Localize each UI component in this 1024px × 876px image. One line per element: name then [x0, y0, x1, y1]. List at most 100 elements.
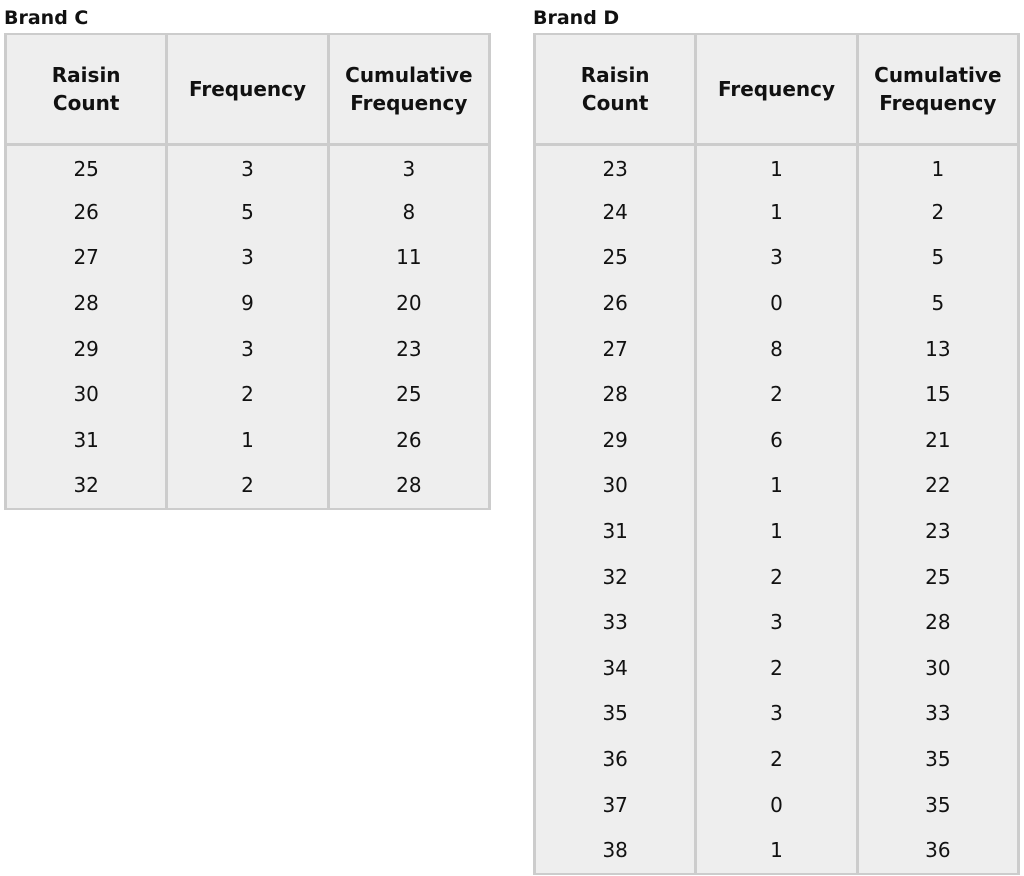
- table-row: 35 3 33: [532, 691, 1021, 738]
- table-row: 25 3 3: [3, 144, 492, 191]
- cell-cumulative-frequency: 33: [855, 691, 1021, 738]
- cell-raisin-count: 28: [532, 372, 698, 419]
- cell-frequency: 3: [694, 235, 859, 282]
- cell-raisin-count: 30: [3, 372, 169, 419]
- table-row: 36 2 35: [532, 737, 1021, 783]
- table-row: 28 9 20: [3, 281, 492, 327]
- cell-raisin-count: 31: [3, 418, 169, 464]
- cell-raisin-count: 27: [532, 326, 698, 373]
- header-frequency: Frequency: [694, 34, 859, 146]
- cell-cumulative-frequency: 11: [326, 235, 492, 282]
- header-cumulative-frequency: Cumulative Frequency: [326, 34, 492, 146]
- cell-frequency: 1: [165, 418, 330, 464]
- cell-cumulative-frequency: 5: [855, 235, 1021, 282]
- cell-raisin-count: 23: [532, 144, 698, 191]
- table-row: 31 1 23: [532, 509, 1021, 555]
- cell-cumulative-frequency: 5: [855, 281, 1021, 327]
- cell-cumulative-frequency: 13: [855, 326, 1021, 373]
- cell-raisin-count: 37: [532, 782, 698, 829]
- cell-cumulative-frequency: 35: [855, 737, 1021, 783]
- cell-cumulative-frequency: 2: [855, 190, 1021, 236]
- cell-frequency: 5: [165, 190, 330, 236]
- header-row: Raisin Count Frequency Cumulative Frequenc…: [532, 34, 1021, 146]
- cell-raisin-count: 31: [532, 509, 698, 555]
- cell-raisin-count: 26: [532, 281, 698, 327]
- cell-raisin-count: 35: [532, 691, 698, 738]
- cell-frequency: 8: [694, 326, 859, 373]
- cell-frequency: 2: [694, 646, 859, 692]
- table-row: 23 1 1: [532, 144, 1021, 191]
- header-raisin-count: Raisin Count: [532, 34, 698, 146]
- brand-d-section: Brand D Raisin Count Frequency Cumulative…: [532, 0, 1021, 875]
- cell-cumulative-frequency: 26: [326, 418, 492, 464]
- cell-frequency: 3: [694, 600, 859, 647]
- table-row: 27 8 13: [532, 326, 1021, 373]
- cell-cumulative-frequency: 28: [855, 600, 1021, 647]
- table-row: 37 0 35: [532, 782, 1021, 829]
- table-row: 34 2 30: [532, 646, 1021, 692]
- cell-raisin-count: 27: [3, 235, 169, 282]
- table-row: 33 3 28: [532, 600, 1021, 647]
- cell-frequency: 2: [165, 372, 330, 419]
- cell-frequency: 3: [165, 235, 330, 282]
- table-row: 25 3 5: [532, 235, 1021, 282]
- cell-raisin-count: 25: [3, 144, 169, 191]
- cell-raisin-count: 32: [3, 463, 169, 510]
- table-row: 30 1 22: [532, 463, 1021, 510]
- cell-frequency: 9: [165, 281, 330, 327]
- cell-raisin-count: 26: [3, 190, 169, 236]
- cell-cumulative-frequency: 15: [855, 372, 1021, 419]
- cell-cumulative-frequency: 8: [326, 190, 492, 236]
- brand-c-table: Raisin Count Frequency Cumulative Frequenc…: [3, 33, 492, 511]
- brand-d-table: Raisin Count Frequency Cumulative Frequenc…: [532, 33, 1021, 875]
- cell-raisin-count: 29: [3, 326, 169, 373]
- table-row: 32 2 25: [532, 554, 1021, 601]
- table-row: 32 2 28: [3, 463, 492, 510]
- cell-frequency: 2: [165, 463, 330, 510]
- cell-cumulative-frequency: 25: [326, 372, 492, 419]
- cell-raisin-count: 38: [532, 828, 698, 874]
- cell-frequency: 3: [694, 691, 859, 738]
- cell-frequency: 1: [694, 144, 859, 191]
- cell-raisin-count: 34: [532, 646, 698, 692]
- cell-raisin-count: 36: [532, 737, 698, 783]
- cell-cumulative-frequency: 23: [855, 509, 1021, 555]
- cell-frequency: 3: [165, 144, 330, 191]
- header-raisin-count: Raisin Count: [3, 34, 169, 146]
- cell-frequency: 2: [694, 554, 859, 601]
- cell-cumulative-frequency: 23: [326, 326, 492, 373]
- cell-frequency: 1: [694, 463, 859, 510]
- cell-frequency: 1: [694, 828, 859, 874]
- cell-cumulative-frequency: 30: [855, 646, 1021, 692]
- cell-cumulative-frequency: 20: [326, 281, 492, 327]
- table-row: 38 1 36: [532, 828, 1021, 874]
- cell-frequency: 6: [694, 418, 859, 464]
- table-row: 26 0 5: [532, 281, 1021, 327]
- cell-cumulative-frequency: 35: [855, 782, 1021, 829]
- table-row: 26 5 8: [3, 190, 492, 236]
- brand-c-title: Brand C: [4, 7, 89, 29]
- table-row: 30 2 25: [3, 372, 492, 419]
- cell-frequency: 1: [694, 509, 859, 555]
- table-row: 27 3 11: [3, 235, 492, 282]
- cell-cumulative-frequency: 28: [326, 463, 492, 510]
- cell-frequency: 2: [694, 737, 859, 783]
- cell-cumulative-frequency: 3: [326, 144, 492, 191]
- table-row: 24 1 2: [532, 190, 1021, 236]
- table-row: 31 1 26: [3, 418, 492, 464]
- cell-frequency: 1: [694, 190, 859, 236]
- header-frequency: Frequency: [165, 34, 330, 146]
- header-row: Raisin Count Frequency Cumulative Frequenc…: [3, 34, 492, 146]
- table-row: 29 6 21: [532, 418, 1021, 464]
- cell-raisin-count: 25: [532, 235, 698, 282]
- cell-cumulative-frequency: 1: [855, 144, 1021, 191]
- header-cumulative-frequency: Cumulative Frequency: [855, 34, 1021, 146]
- table-row: 28 2 15: [532, 372, 1021, 419]
- cell-cumulative-frequency: 21: [855, 418, 1021, 464]
- cell-raisin-count: 28: [3, 281, 169, 327]
- table-row: 29 3 23: [3, 326, 492, 373]
- cell-cumulative-frequency: 25: [855, 554, 1021, 601]
- cell-frequency: 2: [694, 372, 859, 419]
- cell-frequency: 0: [694, 281, 859, 327]
- cell-raisin-count: 32: [532, 554, 698, 601]
